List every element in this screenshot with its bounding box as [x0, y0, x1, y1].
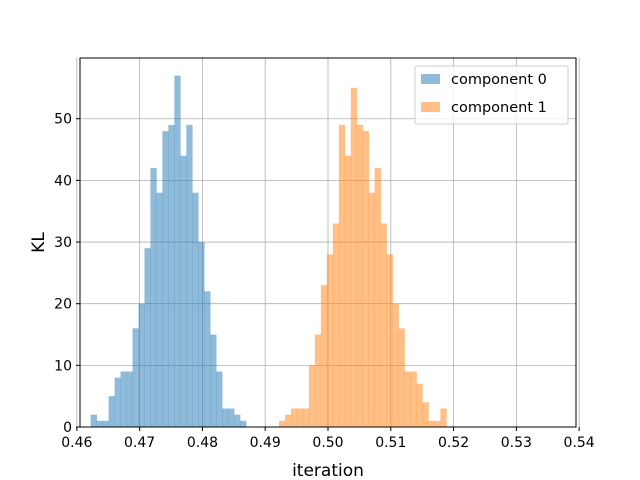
histogram-bar-component-1: [440, 408, 447, 427]
y-tick-label: 20: [54, 297, 72, 313]
histogram-bar-component-0: [132, 328, 139, 427]
histogram-bar-component-0: [150, 168, 157, 428]
histogram-bar-component-0: [234, 414, 241, 427]
y-tick-label: 30: [54, 235, 72, 251]
histogram-bar-component-0: [162, 131, 169, 427]
histogram-bar-component-1: [428, 420, 435, 427]
y-tick-label: 40: [54, 173, 72, 189]
axis-ticks: 0.46 0.47 0.48 0.49 0.50 0.51 0.52 0.53 0.54 0 10 2…: [54, 112, 595, 451]
legend: component 0 component 1: [414, 65, 569, 125]
y-tick-label: 50: [54, 112, 72, 128]
histogram-bar-component-0: [192, 192, 199, 427]
histogram-bar-component-1: [362, 131, 369, 427]
x-tick-label: 0.49: [250, 435, 281, 451]
histogram-bar-component-0: [108, 396, 115, 427]
histogram-bar-component-0: [126, 371, 133, 427]
y-tick-label: 0: [63, 420, 72, 436]
histogram-bar-component-1: [398, 328, 405, 427]
histogram-bar-component-1: [386, 254, 393, 427]
histogram-bar-component-0: [216, 371, 223, 427]
histogram-bar-component-0: [96, 420, 103, 427]
legend-swatch-component-0: [421, 74, 440, 84]
histogram-bar-component-1: [314, 334, 322, 427]
legend-label-component-1: component 1: [451, 100, 547, 116]
histogram-bar-component-1: [290, 408, 298, 427]
histogram-bar-component-1: [350, 87, 358, 427]
histogram-bar-component-1: [392, 303, 399, 427]
histogram-bar-component-1: [308, 365, 316, 427]
histogram-bar-component-1: [368, 192, 375, 427]
histogram-bar-component-1: [416, 383, 423, 427]
legend-box: [414, 65, 569, 125]
histogram-bar-component-1: [404, 371, 411, 427]
histogram-bar-component-0: [114, 377, 121, 427]
x-tick-label: 0.52: [438, 435, 469, 451]
x-tick-label: 0.48: [187, 435, 218, 451]
histogram-bar-component-1: [422, 402, 429, 427]
histogram-bar-component-0: [168, 124, 175, 427]
legend-label-component-0: component 0: [451, 72, 547, 88]
histogram-bar-component-1: [338, 124, 346, 427]
histogram-bar-component-0: [204, 291, 211, 427]
x-tick-label: 0.46: [61, 435, 92, 451]
histogram-bar-component-1: [356, 124, 364, 427]
legend-swatch-component-1: [421, 102, 440, 112]
histogram-bar-component-1: [344, 155, 352, 427]
x-tick-label: 0.50: [312, 435, 343, 451]
histogram-bar-component-1: [296, 408, 304, 427]
histogram-bar-component-0: [156, 192, 163, 427]
x-tick-label: 0.53: [501, 435, 532, 451]
histogram-bar-component-0: [102, 420, 109, 427]
histogram-bar-component-1: [326, 254, 334, 427]
histogram-bar-component-0: [90, 414, 97, 427]
histogram-bar-component-0: [228, 408, 235, 427]
histogram-bar-component-0: [210, 334, 217, 427]
histogram-bar-component-1: [410, 371, 417, 427]
histogram-bars: [90, 75, 447, 428]
histogram-bar-component-0: [120, 371, 127, 427]
y-axis-label: KL: [29, 232, 49, 253]
histogram-bar-component-1: [320, 285, 328, 427]
histogram-bar-component-0: [144, 248, 151, 427]
histogram-bar-component-0: [222, 408, 229, 427]
x-axis-label: iteration: [292, 461, 364, 480]
x-tick-label: 0.47: [124, 435, 155, 451]
histogram-bar-component-1: [279, 420, 286, 427]
x-tick-label: 0.51: [375, 435, 406, 451]
y-tick-label: 10: [54, 358, 72, 374]
histogram-bar-component-1: [332, 223, 340, 427]
histogram-bar-component-0: [138, 303, 145, 427]
histogram-bar-component-0: [174, 75, 181, 428]
histogram-bar-component-0: [186, 124, 193, 427]
histogram-bar-component-0: [240, 420, 247, 427]
histogram-bar-component-1: [374, 168, 381, 428]
histogram-bar-component-1: [302, 408, 310, 427]
histogram-bar-component-1: [380, 223, 387, 427]
histogram-bar-component-0: [180, 155, 187, 427]
x-tick-label: 0.54: [564, 435, 595, 451]
histogram-bar-component-1: [434, 420, 441, 427]
histogram-bar-component-1: [285, 414, 292, 427]
histogram-bar-component-0: [198, 242, 205, 427]
